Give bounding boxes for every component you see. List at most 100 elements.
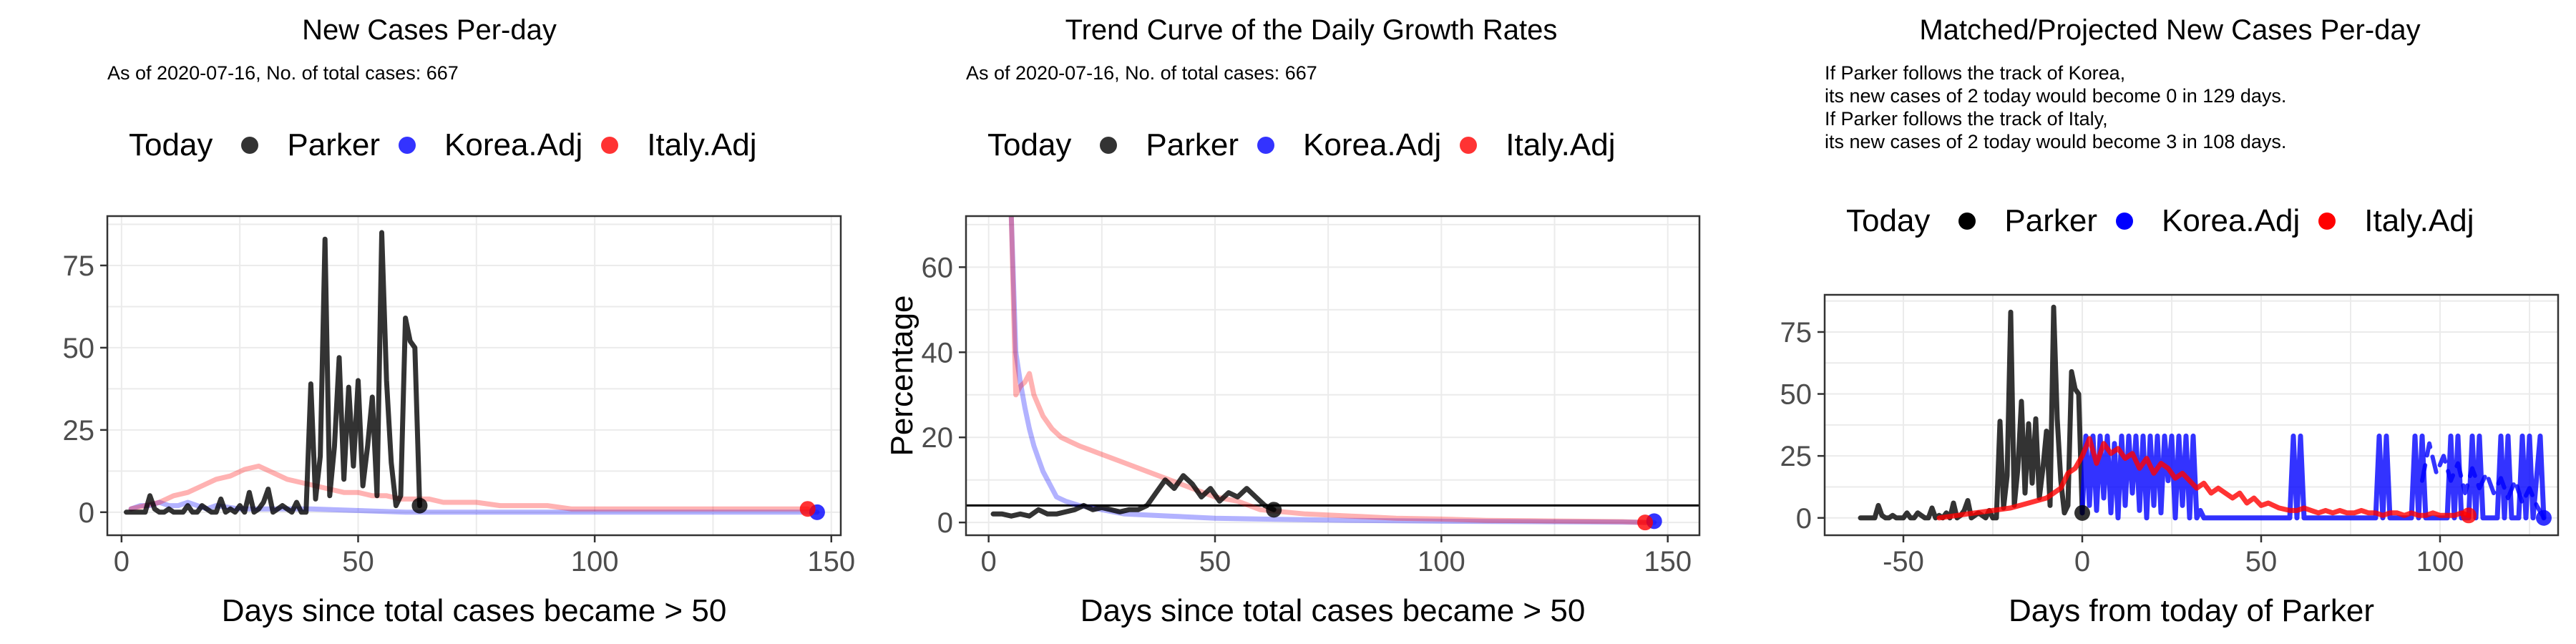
x-tick-label: 150 (807, 546, 855, 577)
legend-item-korea: Korea.Adj (1257, 127, 1441, 163)
legend-label: Italy.Adj (647, 127, 757, 162)
x-tick-label: 50 (1199, 546, 1231, 577)
legend: Today Parker Korea.Adj Italy.Adj (1846, 203, 2493, 239)
series-line-italy-adj (1936, 436, 2472, 521)
legend: Today Parker Korea.Adj Italy.Adj (129, 127, 776, 163)
panel-growth-rates: Trend Curve of the Daily Growth Rates As… (859, 0, 1717, 644)
x-tick-label: 100 (2416, 546, 2464, 577)
chart-title: New Cases Per-day (302, 14, 557, 46)
series-line-korea-adj (1008, 216, 1657, 525)
chart-plot: 0 50 100 150 0 25 50 75 Days since total cases b… (63, 215, 855, 628)
x-tick-label: 50 (342, 546, 374, 577)
plot-background (107, 216, 841, 535)
y-tick-label: 0 (79, 497, 94, 529)
legend-item-italy: Italy.Adj (1460, 127, 1616, 163)
subtitle-line: its new cases of 2 today would become 3 … (1825, 131, 2287, 152)
legend-label: Italy.Adj (1506, 127, 1616, 162)
legend-item-italy: Italy.Adj (2318, 203, 2474, 239)
legend-item-parker: Parker (1100, 127, 1239, 163)
legend-dot-parker (241, 137, 259, 154)
y-tick-label: 25 (1780, 441, 1813, 472)
x-axis-label: Days from today of Parker (2009, 593, 2374, 628)
chart-plot: -50 0 50 100 0 25 50 75 Days from today of Parke… (1780, 293, 2560, 628)
x-tick-label: 100 (571, 546, 619, 577)
legend-item-korea: Korea.Adj (399, 127, 582, 163)
legend-label: Parker (1146, 127, 1239, 162)
chart-subtitle: As of 2020-07-16, No. of total cases: 66… (966, 62, 1317, 84)
plot-background (966, 216, 1699, 535)
legend-dot-italy (2318, 213, 2336, 230)
y-tick-label: 20 (922, 422, 954, 454)
chart-title: Trend Curve of the Daily Growth Rates (1065, 14, 1558, 46)
panel-projected-cases: Matched/Projected New Cases Per-day If P… (1717, 0, 2576, 644)
legend-item-italy: Italy.Adj (601, 127, 757, 163)
subtitle-line: As of 2020-07-16, No. of total cases: 66… (966, 62, 1317, 84)
series-line-parker (1858, 304, 2085, 521)
chart-plot: 0 50 100 150 0 20 40 60 Days since total cases b… (884, 215, 1701, 628)
series-group (990, 216, 1657, 525)
legend-dot-italy (601, 137, 619, 154)
legend-label: Parker (2004, 203, 2098, 238)
x-tick-label: 0 (981, 546, 997, 577)
x-tick-label: -50 (1883, 546, 1924, 577)
panel-new-cases: New Cases Per-day As of 2020-07-16, No. … (0, 0, 859, 644)
series-line-parker (124, 230, 422, 515)
plot-border (1823, 293, 2560, 537)
legend-label: Korea.Adj (444, 127, 583, 162)
y-tick-label: 50 (1780, 379, 1813, 411)
legend-dot-korea (2116, 213, 2134, 230)
series-line-italy-adj (1008, 216, 1648, 525)
x-axis-label: Days since total cases became > 50 (1080, 593, 1586, 628)
y-tick-label: 40 (922, 337, 954, 369)
y-tick-label: 75 (63, 250, 95, 282)
series-group (124, 230, 820, 515)
y-axis-label: Percentage (884, 295, 919, 456)
subtitle-line: As of 2020-07-16, No. of total cases: 66… (107, 62, 459, 84)
y-tick-label: 50 (63, 333, 95, 364)
legend-dot-italy (1460, 137, 1478, 154)
legend-label: Parker (287, 127, 381, 162)
series-line-korea-adj-dashed (2420, 441, 2546, 520)
legend-item-korea: Korea.Adj (2116, 203, 2300, 239)
legend-label: Korea.Adj (2162, 203, 2301, 238)
legend-dot-parker (1958, 213, 1976, 230)
subtitle-line: its new cases of 2 today would become 0 … (1825, 85, 2287, 107)
plot-border (106, 215, 842, 537)
series-line-korea-adj (2079, 433, 2547, 521)
y-tick-label: 75 (1780, 317, 1813, 348)
series-group (1858, 304, 2547, 521)
x-tick-label: 0 (2074, 546, 2090, 577)
today-point-italy-adj (799, 501, 816, 517)
plot-border (965, 215, 1701, 537)
legend-title: Today (987, 127, 1072, 162)
legend-title: Today (1846, 203, 1931, 238)
legend-dot-parker (1100, 137, 1118, 154)
y-tick-label: 25 (63, 415, 95, 447)
legend-title: Today (129, 127, 213, 162)
today-point-italy-adj (1637, 514, 1654, 531)
chart-title: Matched/Projected New Cases Per-day (1919, 14, 2421, 46)
today-point-parker (2074, 504, 2090, 521)
chart-subtitle: If Parker follows the track of Korea, it… (1825, 62, 2286, 153)
y-tick-label: 0 (937, 507, 953, 539)
legend: Today Parker Korea.Adj Italy.Adj (987, 127, 1634, 163)
today-point-parker (1266, 502, 1282, 518)
subtitle-line: If Parker follows the track of Italy, (1825, 108, 2108, 130)
legend-dot-korea (399, 137, 416, 154)
x-axis-label: Days since total cases became > 50 (222, 593, 727, 628)
y-tick-label: 60 (922, 252, 954, 283)
x-tick-label: 50 (2245, 546, 2278, 577)
chart-subtitle: As of 2020-07-16, No. of total cases: 66… (107, 62, 459, 84)
x-tick-label: 100 (1418, 546, 1465, 577)
legend-label: Korea.Adj (1303, 127, 1442, 162)
x-tick-label: 0 (114, 546, 130, 577)
x-tick-label: 150 (1644, 546, 1692, 577)
legend-label: Italy.Adj (2364, 203, 2474, 238)
series-line-parker (990, 473, 1277, 519)
today-point-italy-adj (2461, 507, 2477, 524)
y-tick-label: 0 (1796, 503, 1812, 535)
legend-dot-korea (1257, 137, 1275, 154)
legend-item-parker: Parker (1958, 203, 2097, 239)
today-point-parker (411, 497, 428, 514)
today-point-korea-adj (2536, 509, 2552, 526)
